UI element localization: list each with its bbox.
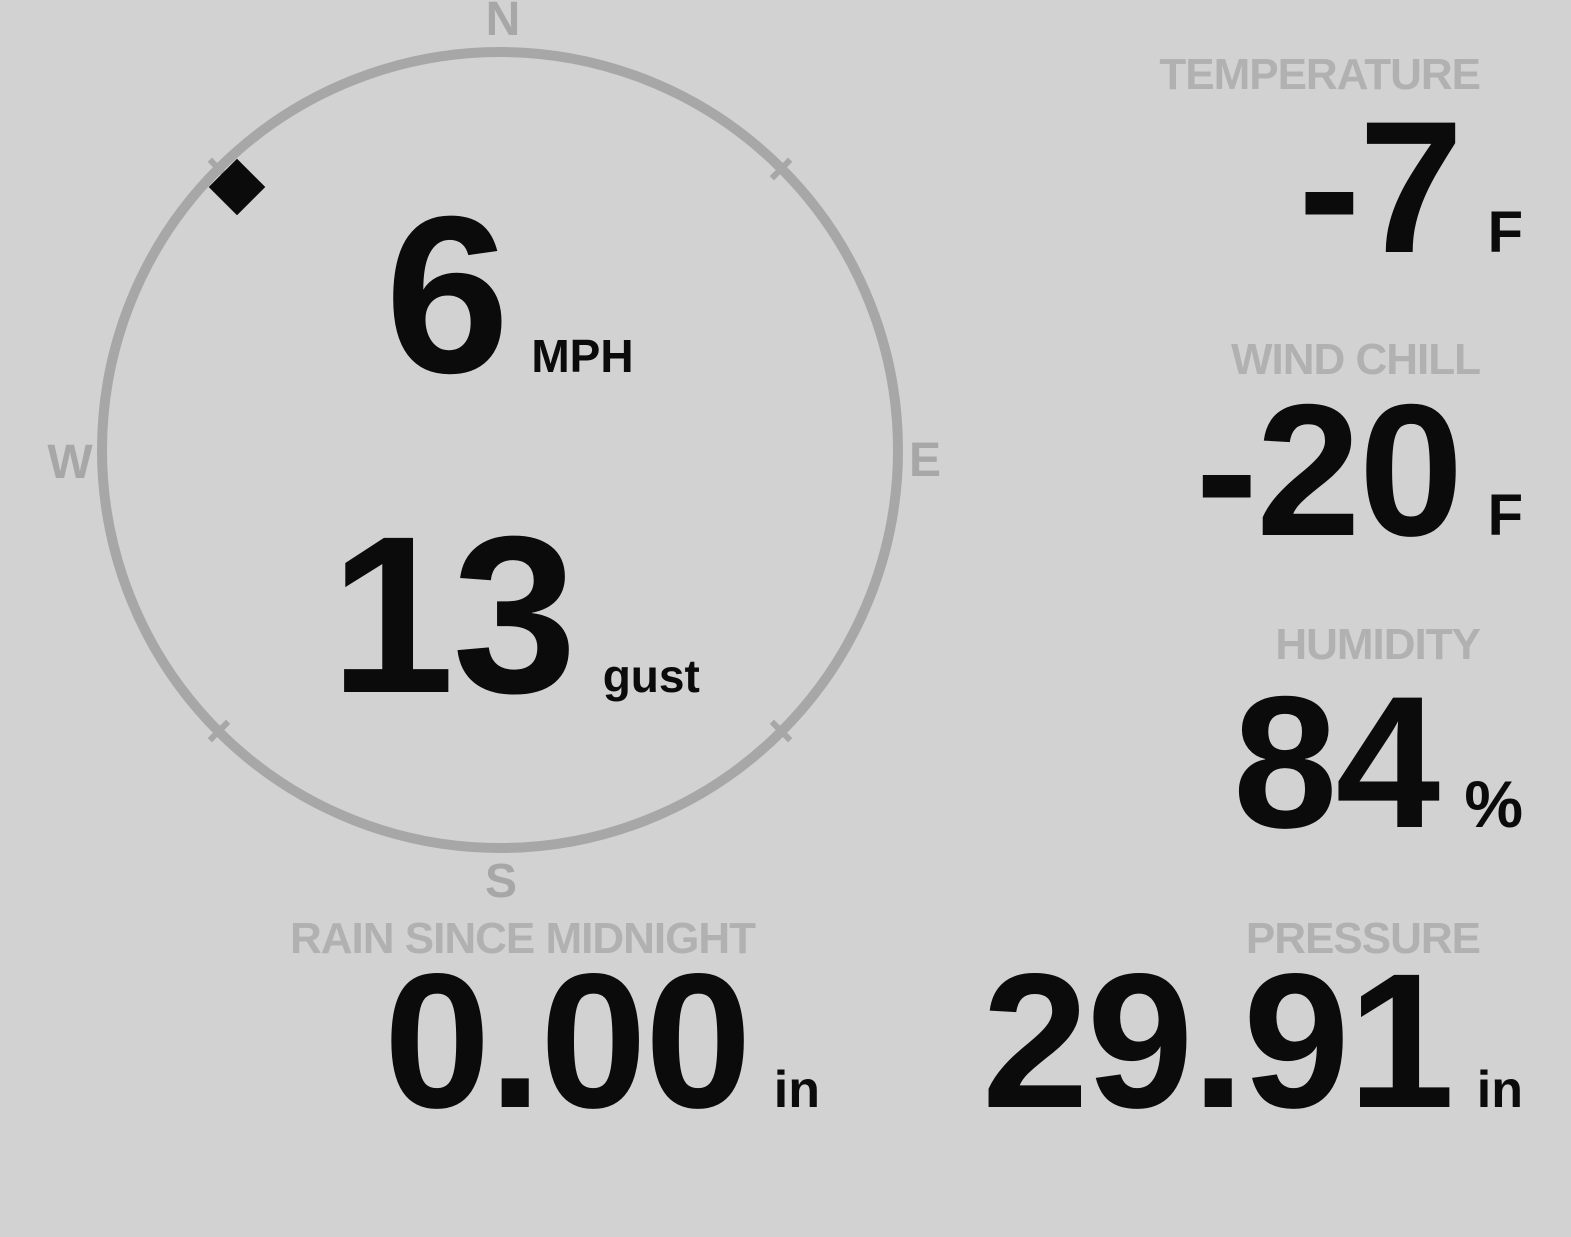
cardinal-south-label: S bbox=[484, 855, 518, 908]
wind-speed-unit: MPH bbox=[531, 330, 634, 382]
wind-chill-value: -20 bbox=[1195, 365, 1463, 575]
wind-speed-value: 6 bbox=[385, 170, 510, 420]
wind-chill-value-row: -20 F bbox=[1195, 376, 1523, 564]
pressure-value: 29.91 bbox=[981, 933, 1455, 1148]
wind-speed-row: 6 MPH bbox=[385, 183, 634, 407]
wind-compass: N E S W 6 MPH 13 gust bbox=[47, 0, 941, 906]
humidity-unit: % bbox=[1464, 767, 1523, 841]
pressure-label: PRESSURE bbox=[1245, 914, 1481, 963]
rain-unit: in bbox=[773, 1061, 820, 1119]
wind-gust-value: 13 bbox=[330, 490, 577, 740]
wind-chill-unit: F bbox=[1487, 483, 1523, 548]
rain-value: 0.00 bbox=[383, 933, 752, 1148]
wind-chill-label: WIND CHILL bbox=[1230, 335, 1481, 384]
rain-value-row: 0.00 in bbox=[384, 945, 820, 1137]
temperature-label: TEMPERATURE bbox=[1159, 50, 1481, 99]
compass-ring bbox=[97, 47, 903, 853]
wind-gust-unit: gust bbox=[602, 650, 700, 702]
cardinal-north-label: N bbox=[485, 0, 521, 46]
temperature-value: -7 bbox=[1298, 82, 1463, 292]
pressure-unit: in bbox=[1476, 1061, 1523, 1119]
pressure-value-row: 29.91 in bbox=[982, 945, 1523, 1137]
cardinal-west-label: W bbox=[47, 436, 93, 489]
rain-label: RAIN SINCE MIDNIGHT bbox=[290, 914, 756, 963]
wind-gust-row: 13 gust bbox=[330, 503, 700, 727]
temperature-unit: F bbox=[1487, 200, 1523, 265]
humidity-label: HUMIDITY bbox=[1275, 620, 1481, 669]
humidity-value-row: 84 % bbox=[1233, 668, 1523, 856]
cardinal-east-label: E bbox=[908, 434, 942, 487]
temperature-value-row: -7 F bbox=[1298, 93, 1523, 281]
humidity-value: 84 bbox=[1232, 657, 1440, 867]
